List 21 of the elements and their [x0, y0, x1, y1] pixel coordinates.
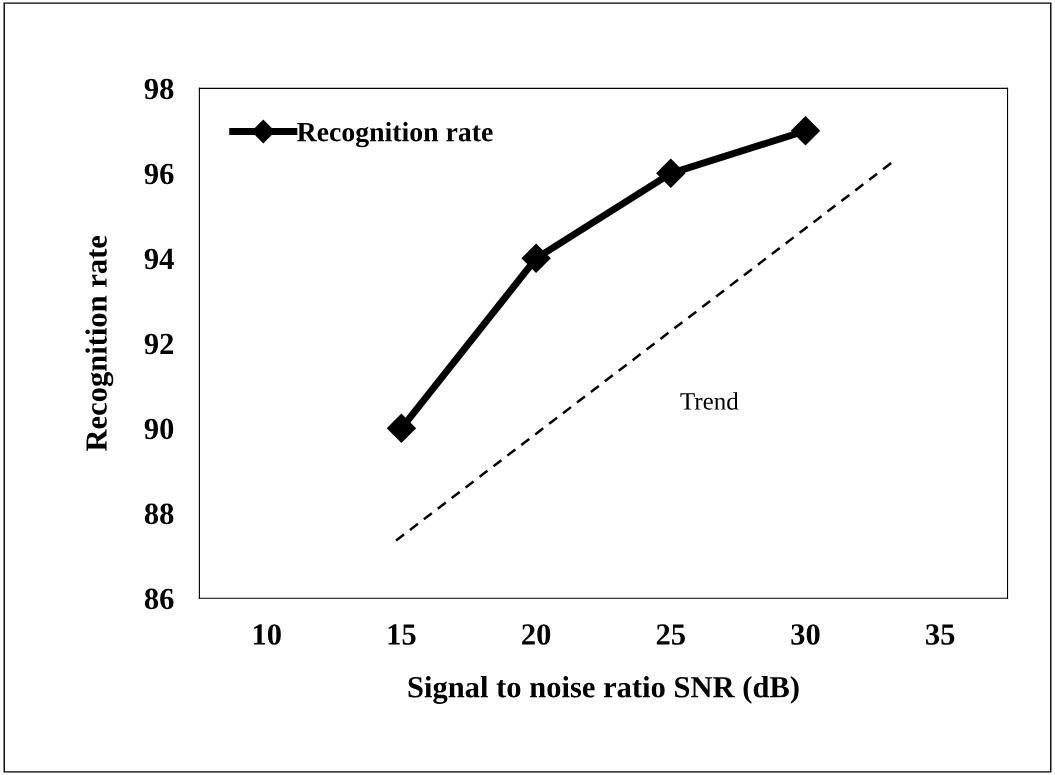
legend-label: Recognition rate	[297, 121, 493, 148]
y-tick-label: 94	[144, 248, 174, 270]
x-tick-label: 15	[388, 624, 416, 645]
y-tick-label: 96	[144, 163, 174, 185]
x-axis-title: Signal to noise ratio SNR (dB)	[408, 676, 799, 704]
point	[791, 116, 820, 146]
text: Trend	[680, 392, 739, 410]
y-axis-title: Recognition rate	[85, 235, 114, 451]
x-tick-label: 10	[253, 624, 281, 645]
x-tick-label: 20	[522, 624, 551, 645]
y-tick-label: 88	[144, 503, 174, 525]
point	[656, 158, 686, 188]
y-tick-label: 86	[144, 588, 174, 610]
x-tick-label: 30	[791, 624, 820, 645]
y-tick-label: 92	[144, 333, 174, 355]
y-tick-label: 98	[144, 78, 174, 100]
x-tick-label: 35	[926, 624, 955, 645]
point	[386, 413, 416, 443]
x-tick-label: 25	[656, 624, 685, 645]
point	[521, 243, 551, 273]
y-tick-label: 90	[144, 418, 174, 440]
